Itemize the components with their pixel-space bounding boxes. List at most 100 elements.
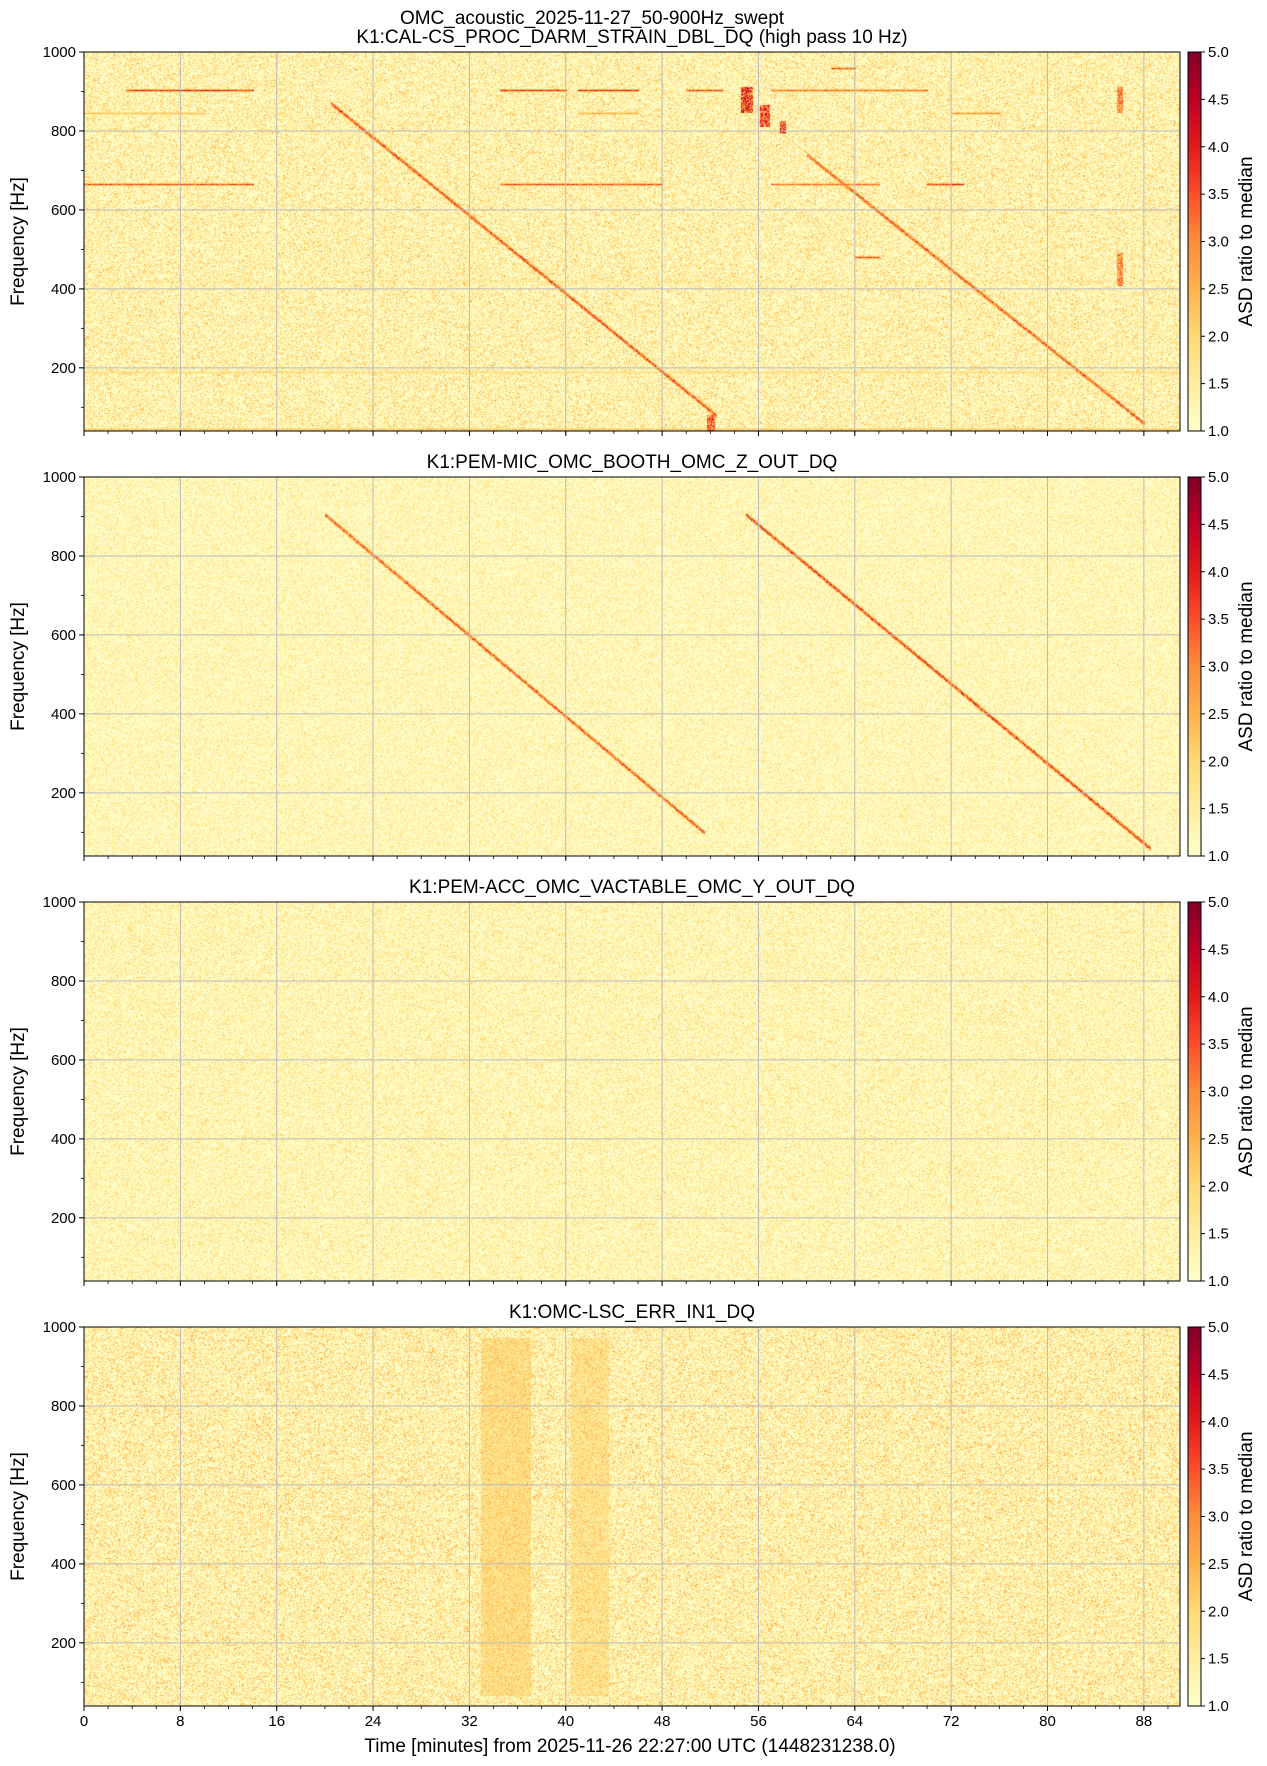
colorbar-tick-label: 3.5: [1208, 1461, 1229, 1478]
panel-3: 200 400 600 800 1000 Frequency [Hz] K1:PEM-ACC…: [8, 877, 1257, 1290]
y-tick-label: 200: [51, 1635, 76, 1652]
x-tick-label: 32: [461, 1713, 478, 1730]
colorbar-label: ASD ratio to median: [1236, 156, 1257, 326]
y-tick-label: 600: [51, 1052, 76, 1069]
axes-frame: [83, 476, 1181, 857]
heatmap-raster: [84, 1327, 1180, 1706]
y-tick-label: 800: [51, 548, 76, 565]
x-tick-label: 48: [654, 1713, 671, 1730]
axes-frame: [83, 901, 1181, 1282]
colorbar-tick-label: 1.5: [1208, 1651, 1229, 1668]
x-tick-label: 0: [80, 1713, 88, 1730]
colorbar-tick-label: 4.5: [1208, 91, 1229, 108]
panel-title: K1:PEM-MIC_OMC_BOOTH_OMC_Z_OUT_DQ: [427, 452, 838, 473]
y-axis-label: Frequency [Hz]: [8, 602, 29, 731]
y-axis-label: Frequency [Hz]: [8, 1452, 29, 1581]
colorbar-tick-label: 4.5: [1208, 516, 1229, 533]
colorbar-tick-label: 4.5: [1208, 941, 1229, 958]
panel-2: 200 400 600 800 1000 Frequency [Hz] K1:PEM-MIC…: [8, 452, 1257, 865]
colorbar-tick-label: 5.0: [1208, 44, 1229, 61]
colorbar: [1187, 476, 1202, 857]
colorbar-tick-label: 3.5: [1208, 1036, 1229, 1053]
y-tick-label: 1000: [43, 44, 76, 61]
colorbar-tick-label: 1.5: [1208, 1226, 1229, 1243]
y-tick-label: 400: [51, 706, 76, 723]
panel-title: K1:PEM-ACC_OMC_VACTABLE_OMC_Y_OUT_DQ: [409, 877, 855, 898]
y-tick-label: 1000: [43, 1319, 76, 1336]
colorbar-label: ASD ratio to median: [1236, 1006, 1257, 1176]
panel-4: 0 8 16 24 32 40 48 56 64 72 80 88 200 400 600 800 1000 Fr…: [8, 1302, 1257, 1730]
colorbar-tick-label: 3.5: [1208, 186, 1229, 203]
colorbar-tick-label: 5.0: [1208, 469, 1229, 486]
colorbar-tick-label: 2.5: [1208, 706, 1229, 723]
colorbar-tick-label: 4.0: [1208, 139, 1229, 156]
panel-title: K1:CAL-CS_PROC_DARM_STRAIN_DBL_DQ (high …: [356, 27, 907, 48]
x-tick-label: 8: [176, 1713, 184, 1730]
colorbar-tick-label: 3.0: [1208, 234, 1229, 251]
colorbar-tick-label: 4.0: [1208, 989, 1229, 1006]
colorbar-tick-label: 1.5: [1208, 801, 1229, 818]
colorbar-label: ASD ratio to median: [1236, 581, 1257, 751]
colorbar-tick-label: 2.0: [1208, 753, 1229, 770]
colorbar: [1187, 51, 1202, 432]
colorbar-tick-label: 2.0: [1208, 328, 1229, 345]
x-tick-label: 56: [750, 1713, 767, 1730]
colorbar-tick-label: 1.0: [1208, 848, 1229, 865]
colorbar-tick-label: 3.0: [1208, 1084, 1229, 1101]
y-tick-label: 200: [51, 785, 76, 802]
y-tick-label: 200: [51, 1210, 76, 1227]
y-tick-label: 800: [51, 123, 76, 140]
colorbar-tick-label: 5.0: [1208, 1319, 1229, 1336]
y-axis-label: Frequency [Hz]: [8, 1027, 29, 1156]
colorbar-tick-label: 1.5: [1208, 376, 1229, 393]
colorbar-label: ASD ratio to median: [1236, 1431, 1257, 1601]
y-tick-label: 600: [51, 1477, 76, 1494]
axes-frame: [83, 51, 1181, 432]
colorbar-tick-label: 2.5: [1208, 281, 1229, 298]
y-axis-label: Frequency [Hz]: [8, 177, 29, 306]
y-tick-label: 1000: [43, 469, 76, 486]
y-tick-label: 800: [51, 973, 76, 990]
x-tick-label: 72: [943, 1713, 960, 1730]
y-tick-label: 400: [51, 1131, 76, 1148]
colorbar-tick-label: 1.0: [1208, 423, 1229, 440]
x-tick-label: 80: [1039, 1713, 1056, 1730]
y-tick-label: 800: [51, 1398, 76, 1415]
colorbar-tick-label: 5.0: [1208, 894, 1229, 911]
y-tick-label: 400: [51, 281, 76, 298]
colorbar-tick-label: 2.5: [1208, 1556, 1229, 1573]
colorbar-tick-label: 4.0: [1208, 1414, 1229, 1431]
panel-1: 200 400 600 800 1000 Frequency [Hz] K1:CAL-CS_…: [8, 27, 1257, 440]
x-tick-label: 24: [365, 1713, 382, 1730]
colorbar: [1187, 901, 1202, 1282]
heatmap-raster: [84, 477, 1180, 856]
x-tick-label: 16: [268, 1713, 285, 1730]
heatmap-raster: [84, 52, 1180, 431]
colorbar-tick-label: 3.0: [1208, 659, 1229, 676]
x-tick-label: 40: [557, 1713, 574, 1730]
y-tick-label: 600: [51, 202, 76, 219]
colorbar-tick-label: 1.0: [1208, 1273, 1229, 1290]
y-tick-label: 600: [51, 627, 76, 644]
y-tick-label: 1000: [43, 894, 76, 911]
colorbar: [1187, 1326, 1202, 1707]
colorbar-tick-label: 2.5: [1208, 1131, 1229, 1148]
colorbar-tick-label: 3.0: [1208, 1509, 1229, 1526]
x-axis-label: Time [minutes] from 2025-11-26 22:27:00 …: [364, 1736, 895, 1757]
axes-frame: [83, 1326, 1181, 1707]
colorbar-tick-label: 3.5: [1208, 611, 1229, 628]
colorbar-tick-label: 4.0: [1208, 564, 1229, 581]
colorbar-tick-label: 4.5: [1208, 1366, 1229, 1383]
y-tick-label: 200: [51, 360, 76, 377]
y-tick-label: 400: [51, 1556, 76, 1573]
panel-title: K1:OMC-LSC_ERR_IN1_DQ: [509, 1302, 755, 1323]
x-tick-label: 88: [1136, 1713, 1153, 1730]
heatmap-raster: [84, 902, 1180, 1281]
colorbar-tick-label: 2.0: [1208, 1178, 1229, 1195]
colorbar-tick-label: 1.0: [1208, 1698, 1229, 1715]
x-tick-label: 64: [846, 1713, 863, 1730]
colorbar-tick-label: 2.0: [1208, 1603, 1229, 1620]
figure-suptitle: OMC_acoustic_2025-11-27_50-900Hz_swept: [400, 8, 785, 29]
